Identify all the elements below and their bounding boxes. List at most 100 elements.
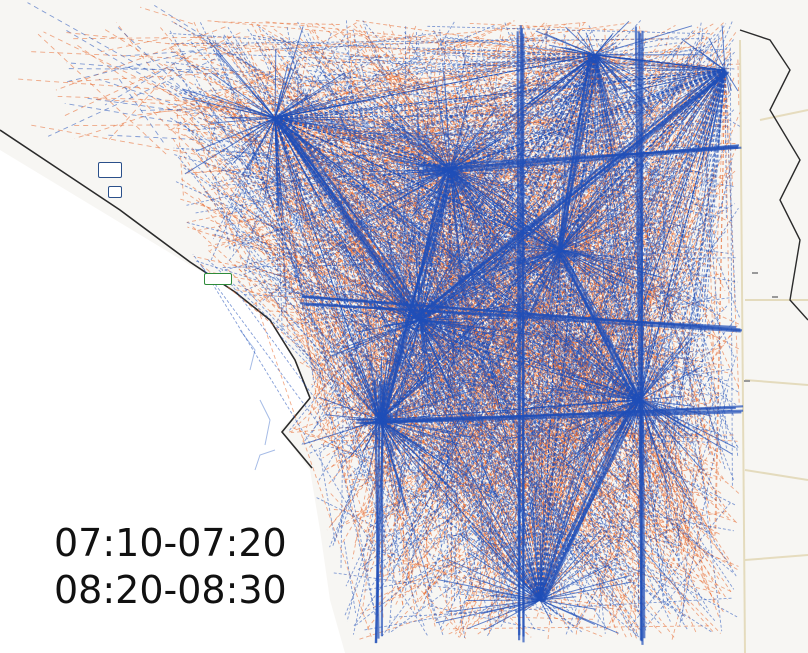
flow-line bbox=[639, 399, 671, 432]
flow-line bbox=[353, 25, 582, 234]
flow-line bbox=[404, 52, 596, 56]
flow-line bbox=[434, 479, 459, 590]
flow-line bbox=[484, 399, 641, 559]
flow-line bbox=[386, 503, 532, 638]
flow-line bbox=[367, 419, 381, 477]
flow-line bbox=[639, 399, 667, 443]
flow-line bbox=[419, 319, 472, 567]
flow-line bbox=[440, 169, 451, 227]
flow-line bbox=[521, 231, 726, 461]
flow-line bbox=[696, 69, 726, 167]
flow-line bbox=[274, 45, 367, 119]
flow-line bbox=[356, 69, 726, 246]
flow-line bbox=[493, 616, 594, 620]
flow-line bbox=[230, 198, 444, 345]
flow-line bbox=[379, 374, 392, 421]
flow-line bbox=[274, 117, 280, 152]
flow-line bbox=[160, 27, 199, 73]
flow-line bbox=[594, 54, 672, 108]
flow-line bbox=[681, 222, 697, 400]
flow-line bbox=[379, 409, 424, 421]
flow-line bbox=[379, 419, 451, 432]
flow-line bbox=[169, 30, 381, 421]
flow-line bbox=[274, 117, 435, 151]
flow-line bbox=[419, 319, 438, 402]
flow-line bbox=[679, 69, 726, 171]
flow-line bbox=[381, 406, 552, 637]
flow-line bbox=[362, 165, 641, 401]
flow-line bbox=[210, 117, 276, 261]
flow-line bbox=[350, 388, 381, 421]
flow-line bbox=[449, 169, 486, 555]
flow-line bbox=[594, 42, 617, 56]
flow-line bbox=[179, 145, 373, 365]
flow-line bbox=[263, 129, 421, 321]
flow-line bbox=[234, 156, 389, 194]
flow-line bbox=[274, 69, 726, 119]
flow-line bbox=[446, 169, 451, 607]
flow-line bbox=[539, 596, 577, 601]
flow-line bbox=[360, 299, 421, 321]
flow-line bbox=[556, 53, 592, 252]
flow-line bbox=[446, 599, 541, 613]
flow-line bbox=[489, 55, 726, 71]
flow-line bbox=[559, 168, 567, 251]
flow-line bbox=[681, 69, 726, 622]
flow-line bbox=[409, 169, 451, 179]
flow-line bbox=[586, 399, 641, 441]
flow-line bbox=[449, 157, 494, 171]
flow-line bbox=[419, 319, 493, 330]
flow-line bbox=[461, 37, 558, 261]
flow-line bbox=[639, 167, 660, 401]
flow-line bbox=[74, 75, 273, 139]
flow-line bbox=[214, 233, 283, 257]
flow-line bbox=[534, 212, 561, 251]
flow-line bbox=[324, 349, 641, 401]
flow-line bbox=[594, 54, 653, 113]
flow-line bbox=[352, 319, 421, 635]
flow-line bbox=[242, 117, 276, 175]
flow-line bbox=[238, 105, 395, 562]
flow-line bbox=[419, 319, 440, 367]
flow-line bbox=[584, 399, 641, 488]
flow-line bbox=[455, 68, 499, 440]
flow-line bbox=[639, 399, 704, 472]
flow-line bbox=[282, 64, 485, 179]
flow-line bbox=[274, 117, 314, 381]
flow-line bbox=[469, 22, 648, 32]
flow-line bbox=[475, 209, 555, 523]
flow-line bbox=[615, 399, 641, 561]
flow-line bbox=[604, 69, 726, 301]
flow-line bbox=[639, 399, 684, 439]
flow-line bbox=[419, 63, 557, 321]
flow-line bbox=[397, 319, 421, 331]
flow-line bbox=[582, 59, 696, 326]
flow-line bbox=[594, 54, 680, 568]
flow-line bbox=[419, 319, 638, 638]
flow-line bbox=[449, 143, 521, 171]
flow-line bbox=[419, 319, 496, 601]
flow-line bbox=[673, 69, 726, 104]
flow-line bbox=[561, 208, 637, 213]
flow-line bbox=[274, 44, 598, 119]
flow-line bbox=[449, 169, 584, 344]
flow-line bbox=[65, 42, 230, 83]
flow-line bbox=[484, 217, 654, 349]
flow-line bbox=[437, 169, 451, 201]
flow-line bbox=[585, 32, 596, 56]
flow-line bbox=[469, 249, 561, 311]
flow-line bbox=[274, 117, 305, 143]
flow-line bbox=[417, 87, 421, 321]
flow-line bbox=[350, 56, 530, 126]
flow-line bbox=[262, 102, 388, 184]
flow-line bbox=[639, 365, 703, 401]
flow-line bbox=[330, 493, 467, 639]
flow-line bbox=[364, 38, 667, 45]
flow-line bbox=[237, 69, 726, 101]
flow-line bbox=[559, 159, 597, 251]
flow-line bbox=[274, 117, 601, 368]
flow-line bbox=[449, 169, 481, 224]
flow-line bbox=[419, 256, 510, 321]
